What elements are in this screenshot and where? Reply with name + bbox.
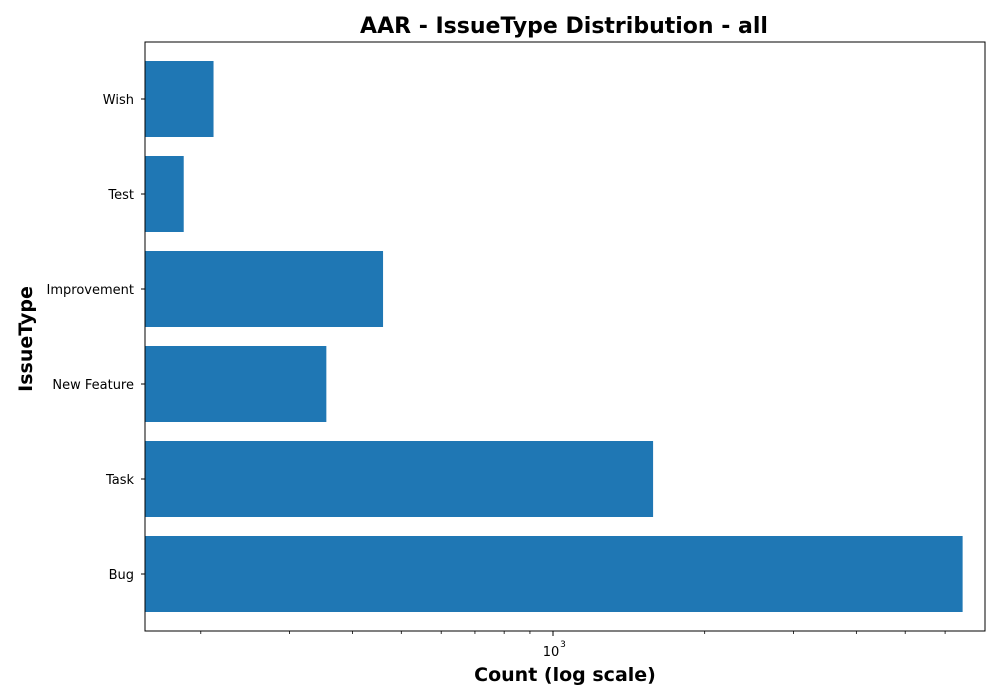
x-axis-label: Count (log scale) [474,664,656,686]
y-axis-label: IssueType [15,286,37,392]
y-tick-label-improvement: Improvement [47,283,134,298]
x-tick-label: 10 [543,645,560,660]
bar-task [145,441,654,517]
y-tick-label-test: Test [107,188,134,203]
y-tick-label-new-feature: New Feature [52,378,134,393]
y-tick-label-wish: Wish [103,93,134,108]
x-tick-label-exponent: 3 [560,640,566,650]
chart-title: AAR - IssueType Distribution - all [360,14,768,39]
y-tick-label-task: Task [105,473,135,488]
y-tick-label-bug: Bug [109,568,134,583]
bar-wish [145,61,214,137]
bar-test [145,156,184,232]
plot-area [145,42,985,631]
x-axis-ticks: 10 3 [200,631,946,660]
plot-frame [144,41,986,632]
bar-group [145,61,963,612]
bar-bug [145,536,963,612]
y-axis-ticks: Bug Task New Feature Improvement Test Wish [47,93,145,583]
bar-new-feature [145,346,327,422]
bar-improvement [145,251,384,327]
